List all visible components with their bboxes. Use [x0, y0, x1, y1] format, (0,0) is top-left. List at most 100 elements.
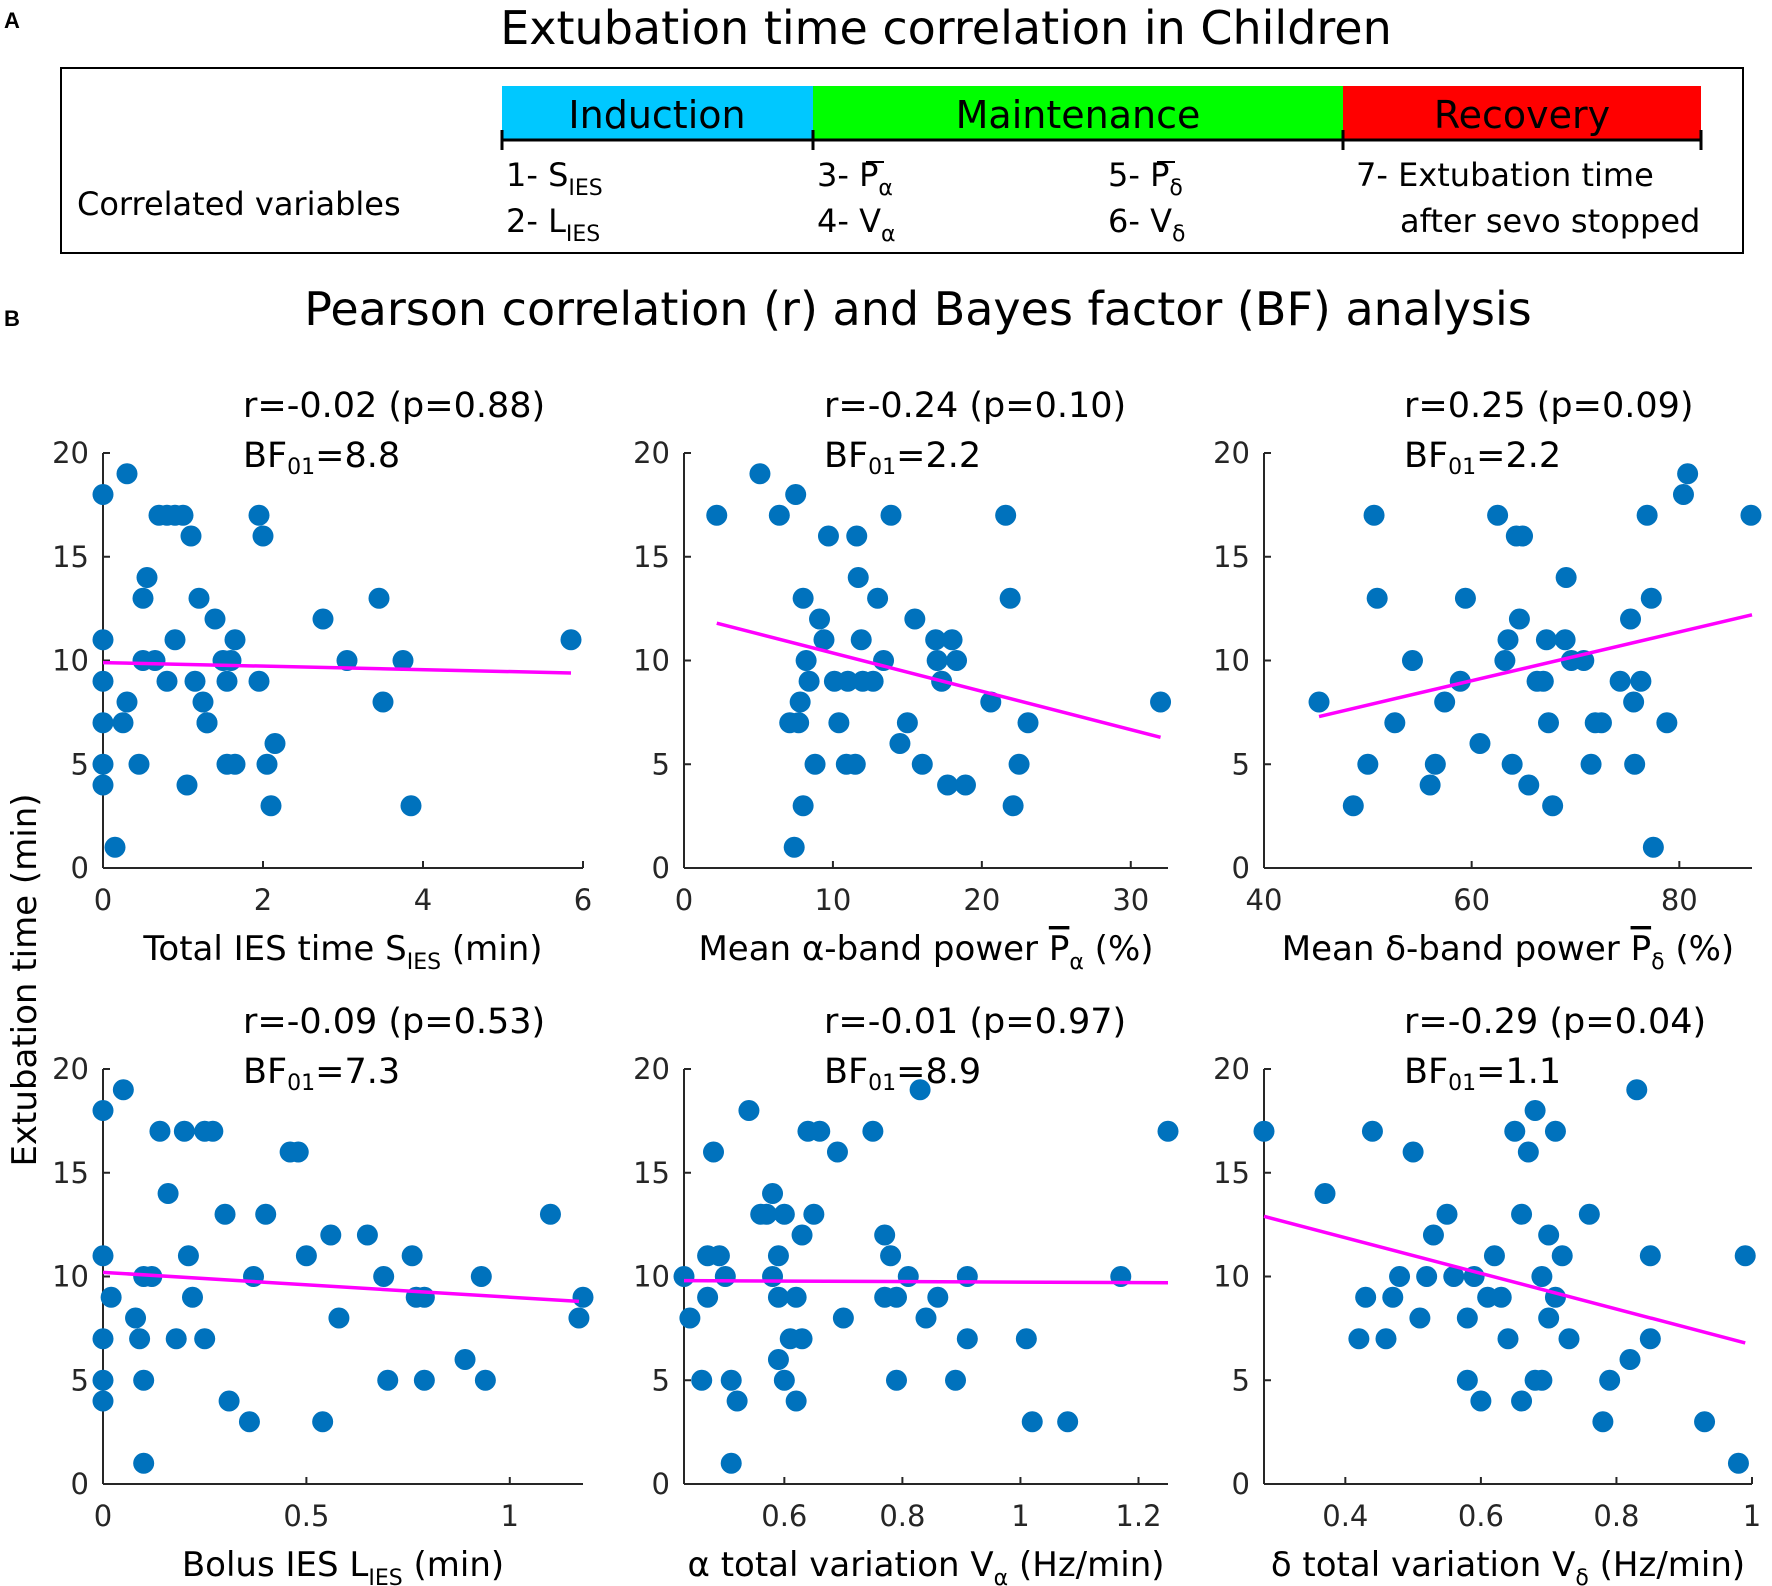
data-point: [92, 629, 114, 651]
variable-3: 3- Pα: [817, 156, 893, 201]
data-point: [1508, 608, 1530, 630]
data-point: [196, 712, 218, 734]
y-tick-label: 5: [71, 747, 89, 781]
data-point: [1384, 712, 1406, 734]
data-point: [1538, 1307, 1560, 1329]
data-point: [795, 650, 817, 671]
regression-line: [683, 1278, 1169, 1285]
data-point: [1512, 525, 1534, 547]
data-point: [328, 1307, 350, 1329]
data-point: [720, 1369, 742, 1391]
data-point: [1454, 587, 1476, 609]
data-point: [92, 1100, 114, 1121]
regression-line: [1318, 613, 1753, 719]
data-point: [767, 1245, 789, 1267]
x-tick-label: 0.6: [1458, 1499, 1504, 1533]
data-point: [252, 525, 274, 547]
x-axis-label: Total IES time SIES (min): [142, 929, 542, 975]
data-point: [1599, 1369, 1621, 1391]
data-point: [785, 1390, 807, 1412]
data-point: [828, 712, 850, 734]
y-tick-label: 15: [633, 540, 670, 574]
data-point: [177, 1245, 199, 1267]
correlation-annotation: r=-0.29 (p=0.04): [1404, 1002, 1706, 1042]
data-point: [1057, 1411, 1079, 1433]
data-point: [803, 1203, 825, 1225]
data-point: [885, 1369, 907, 1391]
data-point: [1401, 650, 1423, 671]
data-point: [192, 691, 214, 713]
correlation-annotation: r=-0.01 (p=0.97): [824, 1002, 1126, 1042]
data-point: [454, 1349, 476, 1370]
data-point: [216, 670, 238, 692]
data-point: [1511, 1390, 1533, 1412]
y-tick-label: 15: [1213, 540, 1250, 574]
data-point: [1434, 691, 1456, 713]
data-point: [255, 1203, 277, 1225]
data-point: [320, 1224, 342, 1246]
data-point: [1382, 1286, 1404, 1308]
x-axis-label: Mean α-band power Pα (%): [698, 929, 1153, 975]
data-point: [104, 836, 126, 858]
x-tick-label: 1.2: [1115, 1499, 1161, 1533]
data-point: [372, 691, 394, 713]
data-point: [880, 1245, 902, 1267]
data-point: [1551, 1245, 1573, 1267]
data-point: [92, 1328, 114, 1350]
data-point: [708, 1245, 730, 1267]
data-point: [156, 670, 178, 692]
data-point: [1590, 712, 1612, 734]
data-point: [1501, 753, 1523, 775]
timeline-box: [60, 67, 1744, 254]
correlation-annotation: r=-0.24 (p=0.10): [824, 386, 1126, 426]
data-point: [1308, 691, 1330, 713]
bayes-factor-annotation: BF01=2.2: [1404, 436, 1561, 480]
variable-2: 2- LIES: [506, 202, 600, 247]
data-point: [1619, 1349, 1641, 1370]
bayes-factor-annotation: BF01=7.3: [243, 1052, 400, 1096]
data-point: [312, 608, 334, 630]
data-point: [181, 1286, 203, 1308]
data-point: [850, 629, 872, 651]
data-point: [1487, 504, 1509, 526]
y-tick-label: 5: [652, 1363, 670, 1397]
x-axis-label: α total variation Vα (Hz/min): [687, 1545, 1164, 1586]
data-point: [1544, 1120, 1566, 1142]
panel-b-title: Pearson correlation (r) and Bayes factor…: [304, 282, 1531, 336]
data-point: [1620, 608, 1642, 630]
regression-line: [716, 621, 1161, 739]
data-point: [1531, 1266, 1553, 1287]
data-point: [180, 525, 202, 547]
data-point: [785, 484, 807, 505]
panel-a-label: A: [4, 8, 20, 33]
data-point: [1524, 1100, 1546, 1121]
data-point: [1469, 733, 1491, 754]
data-point: [1355, 1286, 1377, 1308]
x-tick-label: 60: [1453, 883, 1490, 917]
data-point: [817, 525, 839, 547]
data-point: [726, 1390, 748, 1412]
data-point: [956, 1328, 978, 1350]
scatter-plot-1: 0 2 4 6 0 5 10 15 20 r=-0.02 (p=0.88) BF01=8.8 Tota…: [52, 386, 592, 975]
data-point: [1554, 629, 1576, 651]
data-point: [927, 1286, 949, 1308]
data-point: [260, 795, 282, 817]
data-point: [125, 1307, 147, 1329]
data-point: [749, 463, 771, 485]
correlation-annotation: r=0.25 (p=0.09): [1404, 386, 1694, 426]
variable-5: 5- Pδ: [1108, 156, 1183, 201]
data-point: [867, 587, 889, 609]
data-point: [295, 1245, 317, 1267]
data-point: [214, 1203, 236, 1225]
data-point: [1636, 504, 1658, 526]
data-point: [1639, 1328, 1661, 1350]
variable-7-line-2: after sevo stopped: [1400, 202, 1700, 240]
data-point: [956, 1266, 978, 1287]
data-point: [1456, 1369, 1478, 1391]
data-point: [999, 587, 1021, 609]
x-axis-label: δ total variation Vδ (Hz/min): [1271, 1545, 1745, 1586]
data-point: [791, 1224, 813, 1246]
data-point: [909, 1079, 931, 1101]
